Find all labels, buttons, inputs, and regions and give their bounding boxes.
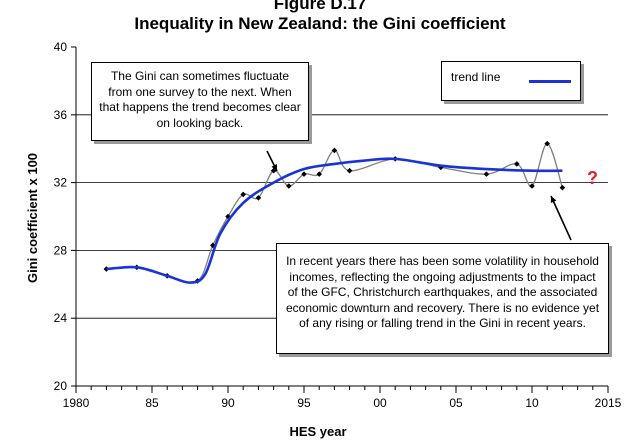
- y-axis-label: Gini coefficient x 100: [25, 153, 40, 283]
- left-note-arrow-head: [271, 164, 277, 171]
- data-point-2010: [529, 183, 535, 189]
- question-mark-annotation: ?: [587, 168, 598, 188]
- series: [103, 140, 566, 284]
- y-tick-label-36: 36: [54, 108, 68, 122]
- data-point-2009: [514, 161, 520, 167]
- x-tick-label-2010: 10: [525, 396, 539, 410]
- data-point-1992: [255, 195, 262, 201]
- y-tick-label-40: 40: [54, 40, 68, 54]
- x-tick-label-1985: 85: [145, 396, 159, 410]
- x-tick-label-1995: 95: [297, 396, 311, 410]
- data-point-1998: [346, 167, 353, 174]
- right-note-arrow: [550, 195, 572, 241]
- y-tick-label-28: 28: [54, 243, 68, 257]
- y-tick-label-20: 20: [54, 379, 68, 393]
- axes: 20 24 28 32 36 40 1980 85 90 95 00 05 10 2015: [54, 40, 622, 410]
- data-point-2012: [559, 184, 566, 191]
- x-tick-label-1990: 90: [221, 396, 235, 410]
- chart-title: Figure D.17: [274, 0, 367, 13]
- x-tick-label-2015: 2015: [595, 396, 622, 410]
- legend-label-trend: trend line: [451, 70, 501, 84]
- legend: trend line: [441, 61, 581, 101]
- data-point-2011: [544, 140, 550, 147]
- data-point-2007: [483, 171, 490, 177]
- data-point-1997: [331, 147, 338, 154]
- data-point-1996: [316, 171, 322, 177]
- x-axis-label: HES year: [289, 424, 346, 439]
- chart-subtitle: Inequality in New Zealand: the Gini coef…: [134, 14, 506, 33]
- data-point-1994: [286, 183, 292, 189]
- arrows: [266, 150, 572, 241]
- legend-swatch-trend: [529, 80, 571, 83]
- y-tick-label-24: 24: [54, 311, 68, 325]
- volatility-note: In recent years there has been some vola…: [276, 243, 609, 354]
- data-point-1993: [270, 167, 277, 174]
- x-tick-label-1980: 1980: [63, 396, 90, 410]
- right-note-arrow-head: [550, 196, 557, 203]
- x-tick-label-2000: 00: [373, 396, 387, 410]
- data-point-1982: [103, 266, 110, 272]
- data-point-1995: [301, 171, 307, 177]
- y-tick-label-32: 32: [54, 176, 68, 190]
- trend-line: [106, 157, 563, 284]
- data-point-1991: [240, 191, 246, 198]
- fluctuation-note: The Gini can sometimes fluctuate from on…: [91, 62, 309, 141]
- x-tick-label-2005: 05: [449, 396, 463, 410]
